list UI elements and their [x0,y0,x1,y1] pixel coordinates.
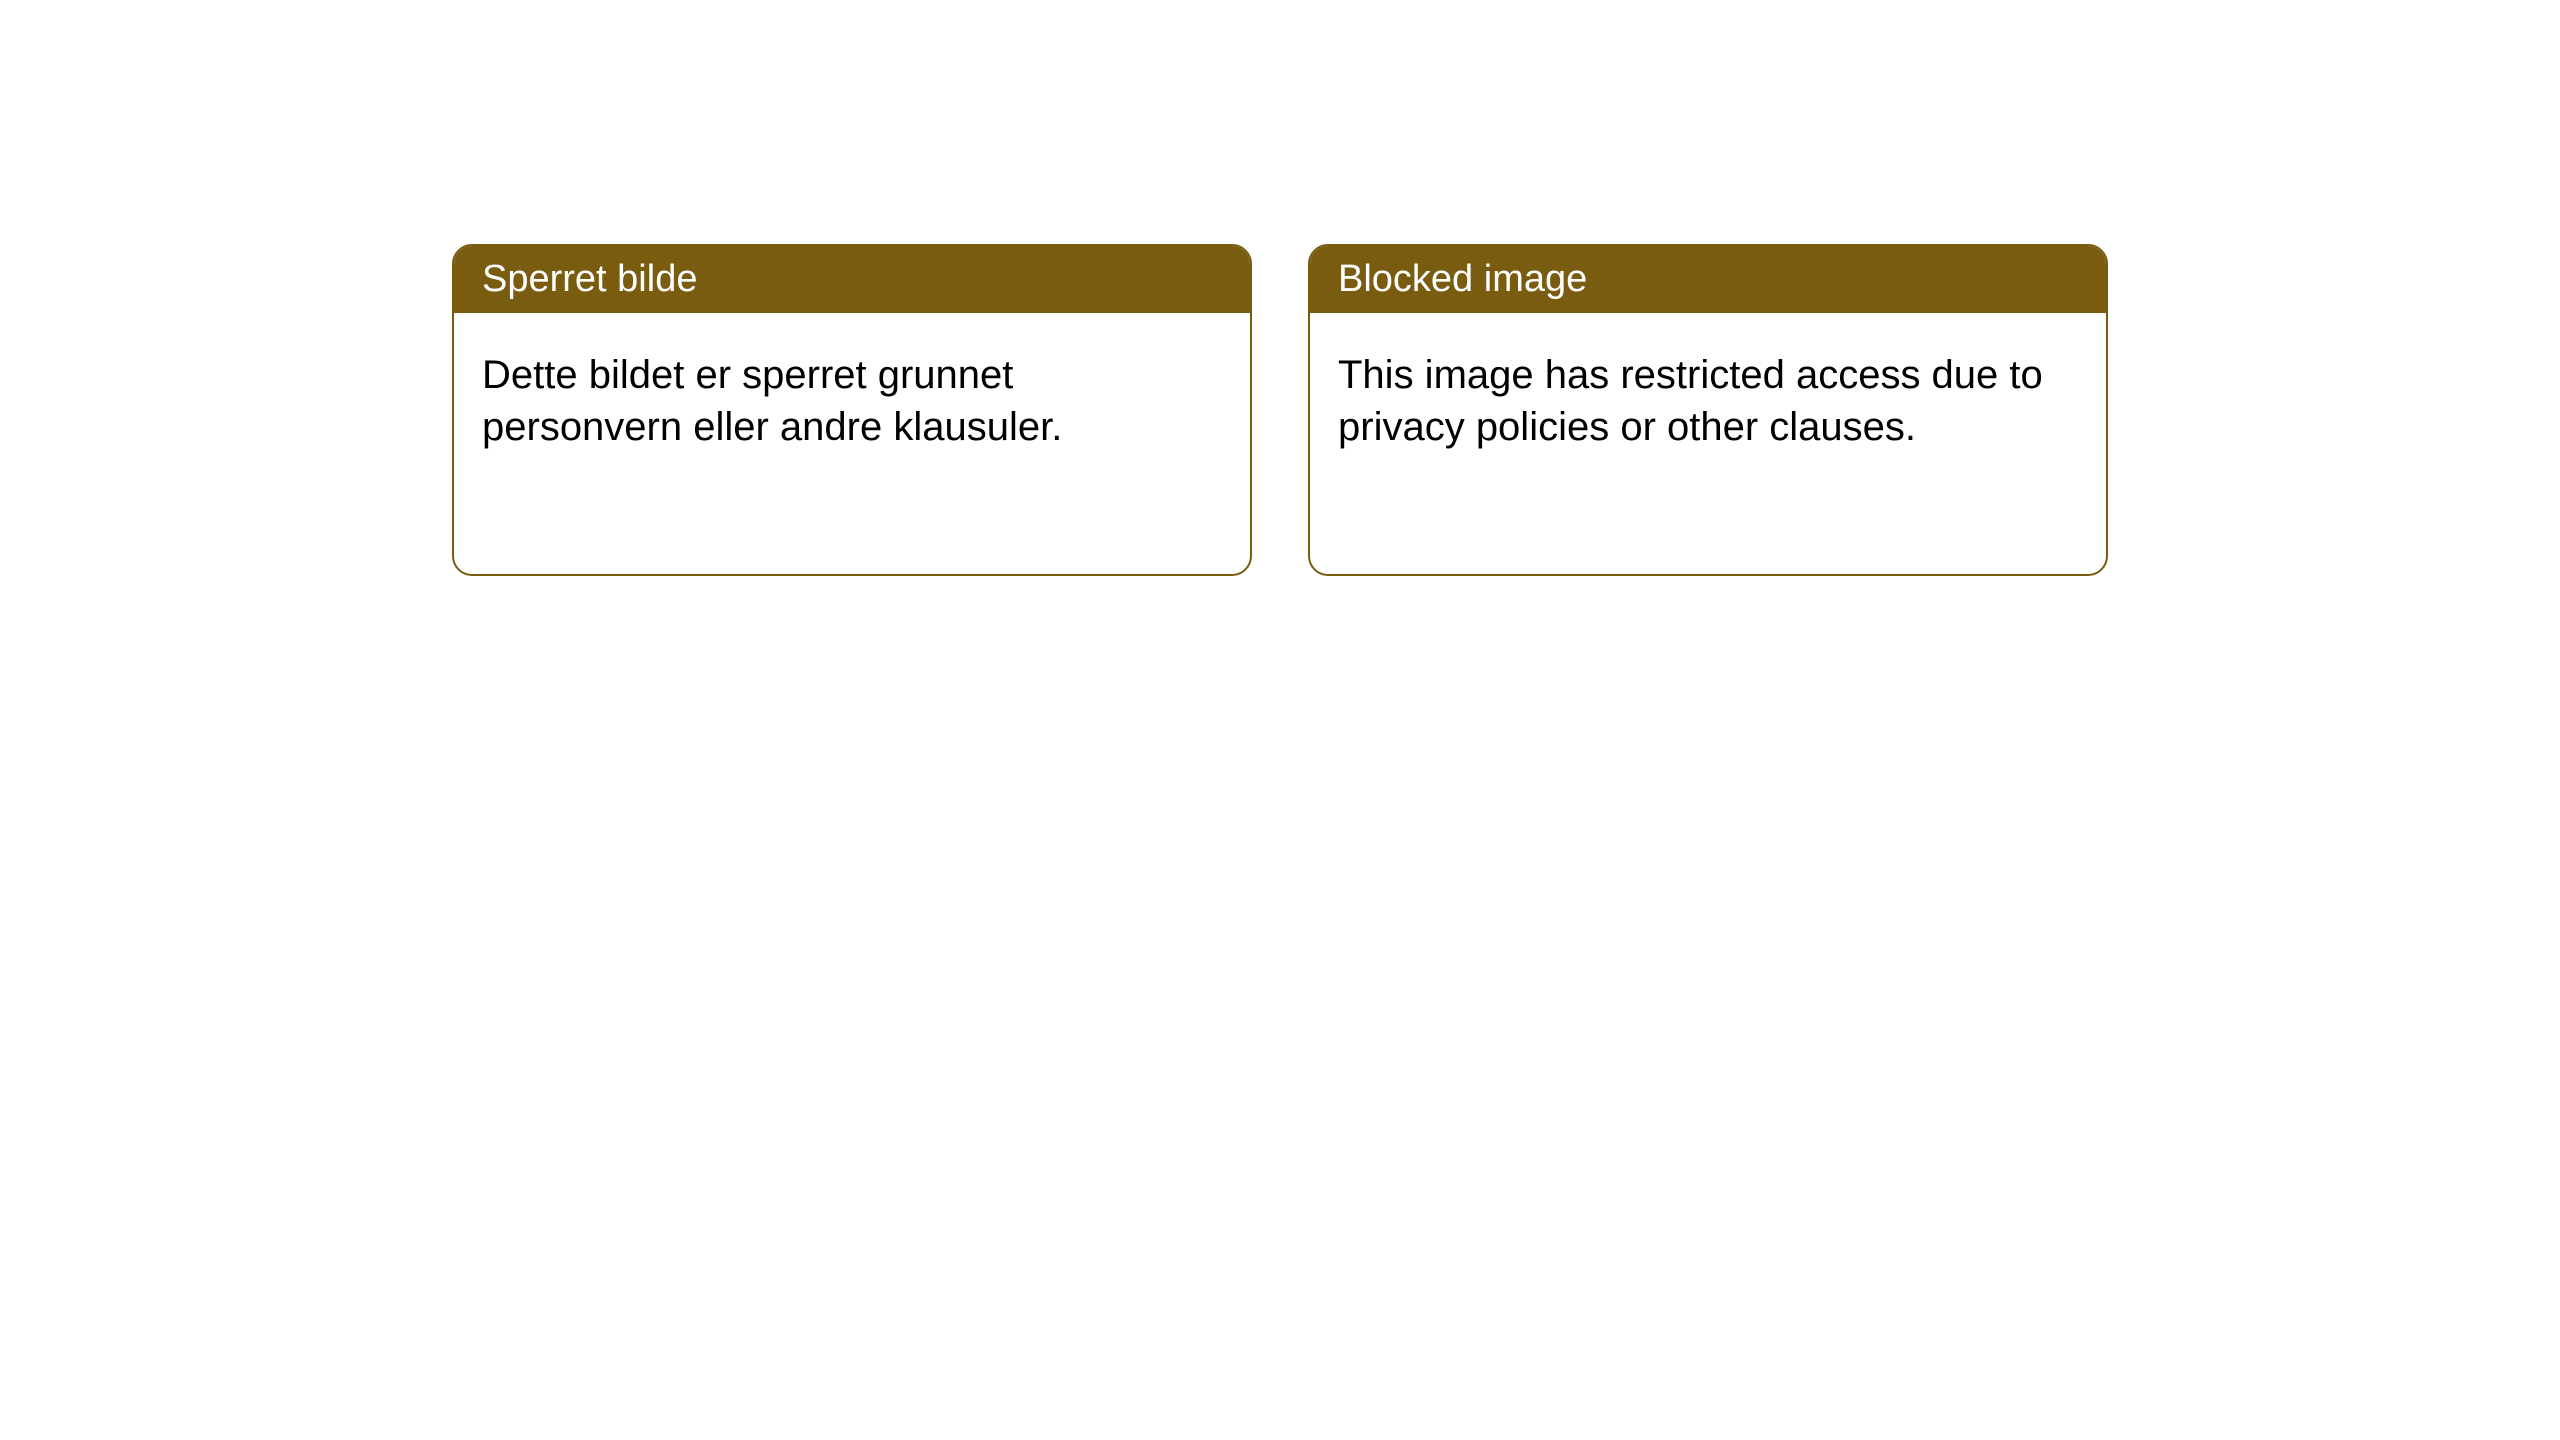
notice-container: Sperret bilde Dette bildet er sperret gr… [0,0,2560,576]
notice-body-english: This image has restricted access due to … [1310,313,2106,489]
notice-title: Blocked image [1338,258,1587,300]
notice-title: Sperret bilde [482,258,697,300]
notice-text: Dette bildet er sperret grunnet personve… [482,353,1062,449]
notice-body-norwegian: Dette bildet er sperret grunnet personve… [454,313,1250,489]
notice-text: This image has restricted access due to … [1338,353,2043,449]
notice-card-english: Blocked image This image has restricted … [1308,244,2108,576]
notice-header-english: Blocked image [1310,246,2106,313]
notice-header-norwegian: Sperret bilde [454,246,1250,313]
notice-card-norwegian: Sperret bilde Dette bildet er sperret gr… [452,244,1252,576]
